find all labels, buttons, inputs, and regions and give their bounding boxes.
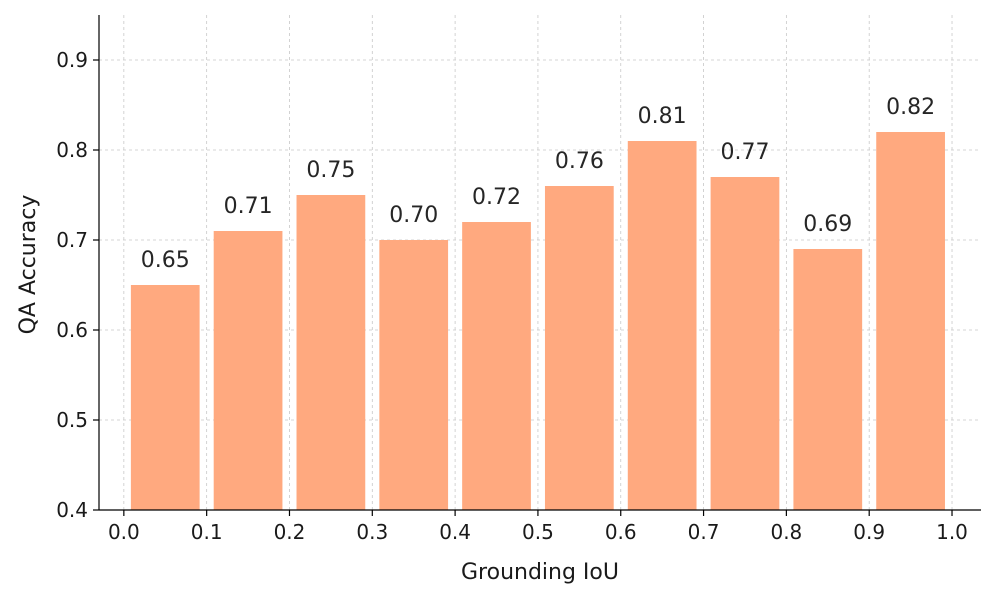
bar bbox=[462, 222, 531, 510]
x-tick-label: 0.2 bbox=[274, 520, 306, 544]
bar-value-label: 0.81 bbox=[638, 104, 687, 129]
x-tick-label: 0.5 bbox=[522, 520, 554, 544]
bar bbox=[379, 240, 449, 510]
bar bbox=[793, 249, 863, 510]
y-tick-label: 0.4 bbox=[56, 498, 88, 522]
y-tick-label: 0.5 bbox=[56, 408, 88, 432]
bar bbox=[213, 231, 283, 510]
x-tick-label: 0.6 bbox=[605, 520, 637, 544]
y-tick-label: 0.6 bbox=[56, 318, 88, 342]
bar bbox=[710, 177, 780, 510]
x-tick-label: 0.7 bbox=[688, 520, 720, 544]
bar-value-label: 0.72 bbox=[472, 185, 521, 210]
bar-value-label: 0.75 bbox=[306, 158, 355, 183]
bar bbox=[876, 132, 945, 510]
y-tick-label: 0.8 bbox=[56, 138, 88, 162]
x-tick-label: 0.1 bbox=[191, 520, 223, 544]
y-tick-label: 0.7 bbox=[56, 228, 88, 252]
bar-value-label: 0.69 bbox=[803, 212, 852, 237]
data-labels: 0.65 0.71 0.75 0.70 0.72 0.76 0.81 0.77 0.69 0.82 bbox=[141, 95, 935, 273]
bar-value-label: 0.70 bbox=[389, 203, 438, 228]
bar bbox=[627, 141, 697, 510]
x-tick-label: 0.0 bbox=[108, 520, 140, 544]
axes bbox=[98, 15, 981, 511]
bars bbox=[130, 132, 945, 510]
bar-value-label: 0.65 bbox=[141, 248, 190, 273]
x-tick-label: 0.4 bbox=[439, 520, 471, 544]
x-tick-label: 1.0 bbox=[936, 520, 968, 544]
x-tick-label: 0.8 bbox=[770, 520, 802, 544]
bar-value-label: 0.76 bbox=[555, 149, 604, 174]
ticks: 0.0 0.1 0.2 0.3 0.4 0.5 0.6 0.7 0.8 0.9 1.0 0.4 0.5 0… bbox=[56, 48, 968, 544]
y-tick-label: 0.9 bbox=[56, 48, 88, 72]
x-axis-title: Grounding IoU bbox=[461, 560, 619, 585]
bar bbox=[296, 195, 366, 510]
bar-value-label: 0.82 bbox=[886, 95, 935, 120]
bar-value-label: 0.71 bbox=[224, 194, 273, 219]
x-tick-label: 0.9 bbox=[853, 520, 885, 544]
bar-value-label: 0.77 bbox=[720, 140, 769, 165]
y-axis-title: QA Accuracy bbox=[16, 195, 41, 335]
x-tick-label: 0.3 bbox=[356, 520, 388, 544]
bar bbox=[130, 285, 200, 510]
bar bbox=[544, 186, 614, 510]
